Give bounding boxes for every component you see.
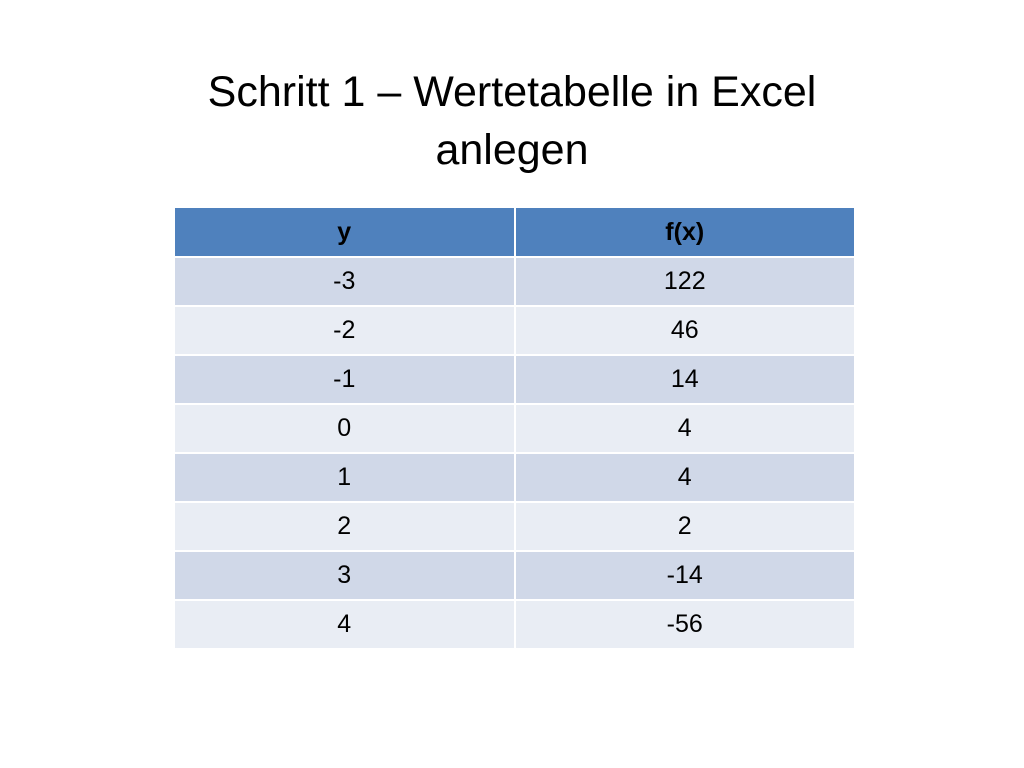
cell-fx: 122 [513, 256, 856, 307]
table-row: -2 46 [173, 305, 856, 356]
cell-y: 2 [173, 501, 516, 552]
slide-title-line-1: Schritt 1 – Wertetabelle in Excel [207, 67, 817, 116]
slide-title: Schritt 1 – Wertetabelle in Excel anlege… [112, 63, 912, 179]
cell-y: -3 [173, 256, 516, 307]
cell-y: 1 [173, 452, 516, 503]
column-header-fx: f(x) [513, 206, 856, 258]
table-row: 0 4 [173, 403, 856, 454]
table-header-row: y f(x) [173, 206, 856, 258]
cell-fx: 4 [513, 452, 856, 503]
cell-fx: -14 [513, 550, 856, 601]
cell-fx: 2 [513, 501, 856, 552]
table-row: -3 122 [173, 256, 856, 307]
table-row: 4 -56 [173, 599, 856, 650]
table-row: -1 14 [173, 354, 856, 405]
cell-y: 0 [173, 403, 516, 454]
cell-fx: 46 [513, 305, 856, 356]
cell-fx: -56 [513, 599, 856, 650]
cell-y: -1 [173, 354, 516, 405]
table-row: 3 -14 [173, 550, 856, 601]
value-table: y f(x) -3 122 -2 46 -1 14 0 4 1 [173, 206, 856, 650]
cell-fx: 14 [513, 354, 856, 405]
cell-y: 4 [173, 599, 516, 650]
table-row: 2 2 [173, 501, 856, 552]
column-header-y: y [173, 206, 516, 258]
cell-y: -2 [173, 305, 516, 356]
cell-fx: 4 [513, 403, 856, 454]
cell-y: 3 [173, 550, 516, 601]
slide-title-line-2: anlegen [435, 125, 589, 174]
table-row: 1 4 [173, 452, 856, 503]
